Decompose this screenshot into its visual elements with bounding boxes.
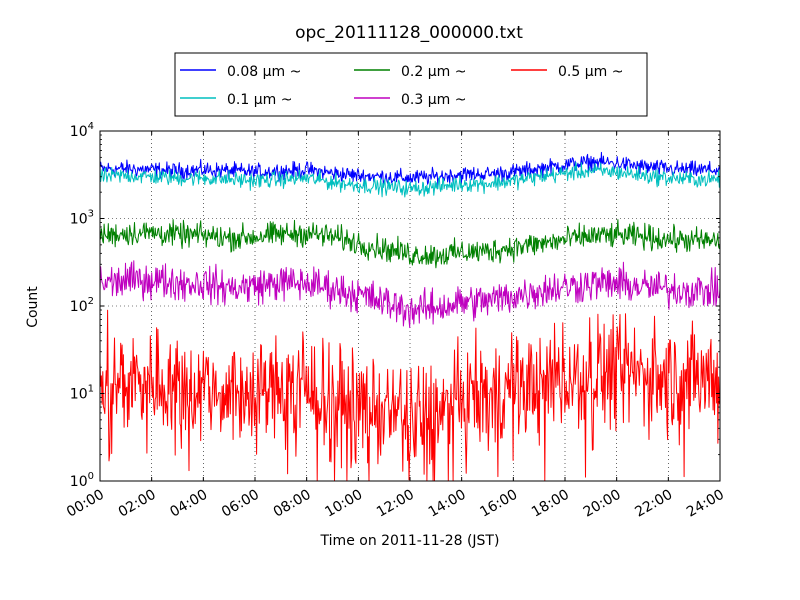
legend-label: 0.1 μm ~ — [227, 92, 292, 108]
series-line — [99, 161, 721, 198]
legend-label: 0.08 μm ~ — [227, 64, 301, 80]
series-line — [99, 151, 721, 188]
series-line — [99, 309, 721, 482]
legend-frame — [174, 52, 648, 117]
series-line — [99, 260, 721, 329]
legend: 0.08 μm ~ 0.1 μm ~ 0.2 μm ~ 0.3 μm ~ 0.5 μm … — [174, 52, 648, 117]
chart-title: opc_20111128_000000.txt — [295, 23, 523, 43]
y-axis-label: Count — [25, 286, 41, 328]
legend-label: 0.5 μm ~ — [558, 64, 623, 80]
series-layer — [99, 151, 721, 482]
series-line — [99, 219, 721, 269]
x-axis-label: Time on 2011-11-28 (JST) — [320, 533, 500, 549]
legend-label: 0.2 μm ~ — [401, 64, 466, 80]
legend-label: 0.3 μm ~ — [401, 92, 466, 108]
